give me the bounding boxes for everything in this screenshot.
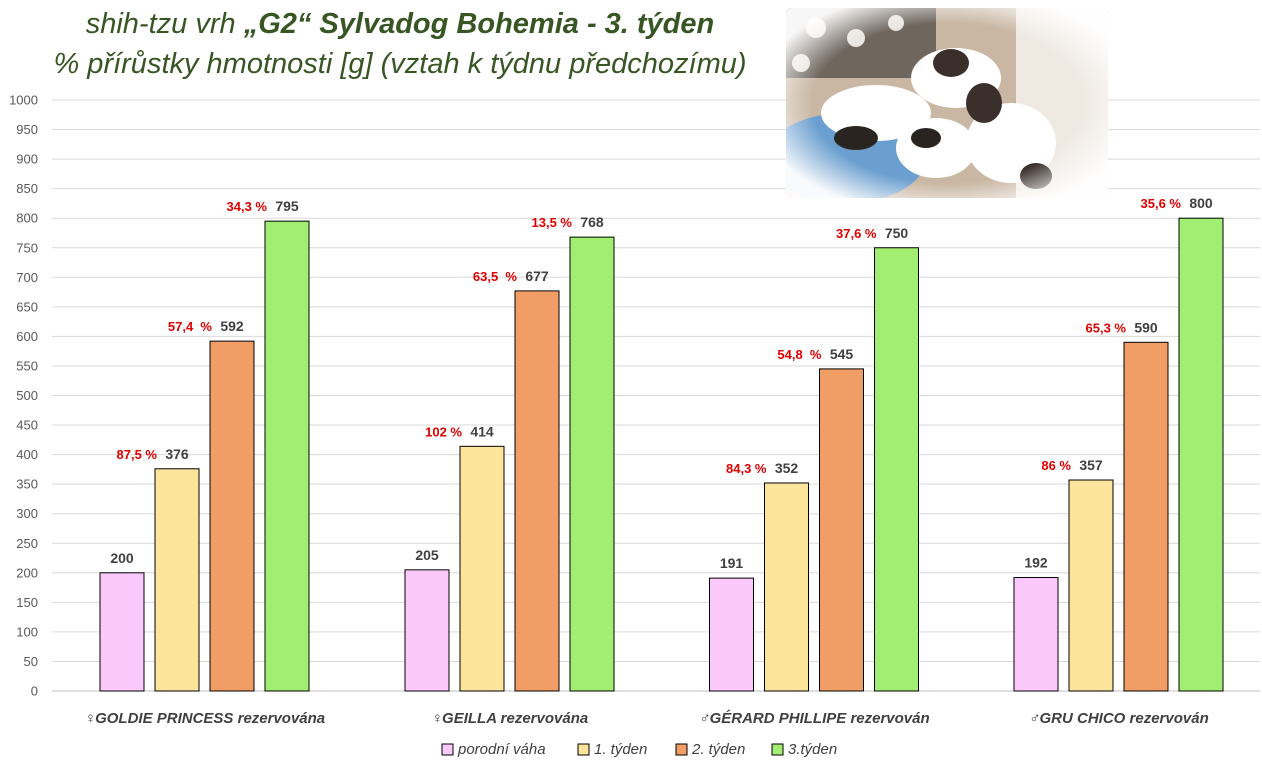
bar: [764, 482, 809, 692]
labels-layer: 200 376 87,5 % 592 57,4 % 795 34,3 % ♀GOLDIE PR…: [84, 195, 1213, 727]
legend: porodní váha 1. týden 2. týden 3.týden: [441, 741, 837, 758]
bar: [874, 247, 919, 692]
value-label: 200: [110, 550, 134, 566]
value-label: 795: [275, 198, 299, 214]
y-tick-label: 50: [24, 654, 38, 669]
percent-gain-label: 37,6 %: [836, 226, 877, 241]
percent-gain-label: 87,5 %: [117, 447, 158, 462]
category-label: ♀GOLDIE PRINCESS rezervována: [84, 710, 325, 727]
percent-gain-label: 13,5 %: [532, 215, 573, 230]
legend-swatch: [771, 743, 784, 756]
y-tick-label: 700: [16, 270, 38, 285]
y-tick-label: 0: [31, 684, 38, 699]
bar: [1123, 341, 1169, 692]
bar: [569, 236, 615, 692]
value-label: 205: [415, 547, 439, 563]
y-tick-label: 600: [16, 329, 38, 344]
category-label: ♂GRU CHICO rezervován: [1028, 710, 1208, 727]
y-tick-label: 350: [16, 477, 38, 492]
y-tick-label: 300: [16, 506, 38, 521]
bar: [514, 290, 560, 692]
percent-gain-label: 65,3 %: [1086, 320, 1127, 335]
y-tick-label: 850: [16, 181, 38, 196]
legend-swatch: [577, 743, 590, 756]
value-label: 357: [1079, 457, 1103, 473]
y-tick-label: 500: [16, 388, 38, 403]
percent-gain-label: 102 %: [425, 424, 462, 439]
legend-swatch: [441, 743, 454, 756]
percent-gain-label: 84,3 %: [726, 461, 767, 476]
y-tick-label: 200: [16, 565, 38, 580]
y-tick-label: 100: [16, 624, 38, 639]
bar: [1068, 479, 1114, 692]
bar: [1178, 217, 1224, 692]
bar: [709, 577, 754, 692]
category-label: ♀GEILLA rezervována: [431, 710, 588, 727]
percent-gain-label: 34,3 %: [227, 199, 268, 214]
y-tick-label: 250: [16, 536, 38, 551]
grid-layer: 0 50 100 150 200 250 300 350 400 450 500 550 600 650 7…: [9, 93, 1260, 699]
value-label: 376: [165, 446, 189, 462]
chart-title: shih-tzu vrh „G2“ Sylvadog Bohemia - 3. …: [0, 4, 800, 84]
y-tick-label: 650: [16, 299, 38, 314]
percent-gain-label: 57,4 %: [168, 319, 213, 334]
percent-gain-label: 86 %: [1041, 458, 1071, 473]
category-label: ♂GÉRARD PHILLIPE rezervován: [698, 710, 929, 727]
bar: [1013, 577, 1059, 692]
bar: [209, 340, 255, 692]
percent-gain-label: 63,5 %: [473, 269, 518, 284]
value-label: 768: [580, 214, 604, 230]
y-tick-label: 900: [16, 152, 38, 167]
title-line-1: shih-tzu vrh „G2“ Sylvadog Bohemia - 3. …: [0, 4, 800, 44]
y-tick-label: 550: [16, 358, 38, 373]
y-tick-label: 400: [16, 447, 38, 462]
y-tick-label: 950: [16, 122, 38, 137]
bar: [99, 572, 145, 692]
percent-gain-label: 35,6 %: [1141, 196, 1182, 211]
title-litter-name: „G2“ Sylvadog Bohemia - 3. týden: [243, 8, 715, 40]
legend-label: porodní váha: [457, 741, 546, 758]
value-label: 192: [1024, 555, 1048, 571]
legend-swatch: [675, 743, 688, 756]
percent-gain-label: 54,8 %: [777, 347, 822, 362]
legend-label: 3.týden: [788, 741, 837, 758]
bar: [819, 368, 864, 692]
value-label: 545: [830, 346, 854, 362]
value-label: 191: [720, 555, 744, 571]
y-tick-label: 450: [16, 418, 38, 433]
title-prefix: shih-tzu vrh: [85, 8, 244, 40]
value-label: 352: [775, 460, 799, 476]
legend-label: 2. týden: [691, 741, 745, 758]
y-tick-label: 750: [16, 240, 38, 255]
value-label: 800: [1189, 195, 1213, 211]
puppies-photo: [786, 8, 1108, 198]
bar: [459, 445, 505, 692]
bar: [154, 468, 200, 692]
value-label: 677: [525, 268, 549, 284]
value-label: 750: [885, 225, 909, 241]
bar: [264, 220, 310, 692]
y-tick-label: 150: [16, 595, 38, 610]
value-label: 590: [1134, 319, 1158, 335]
legend-label: 1. týden: [594, 741, 647, 758]
value-label: 592: [220, 318, 244, 334]
value-label: 414: [470, 423, 494, 439]
y-tick-label: 1000: [9, 93, 38, 108]
bar: [404, 569, 450, 692]
y-tick-label: 800: [16, 211, 38, 226]
bars-layer: [99, 217, 1224, 692]
title-line-2: % přírůstky hmotnosti [g] (vztah k týdnu…: [53, 48, 747, 80]
